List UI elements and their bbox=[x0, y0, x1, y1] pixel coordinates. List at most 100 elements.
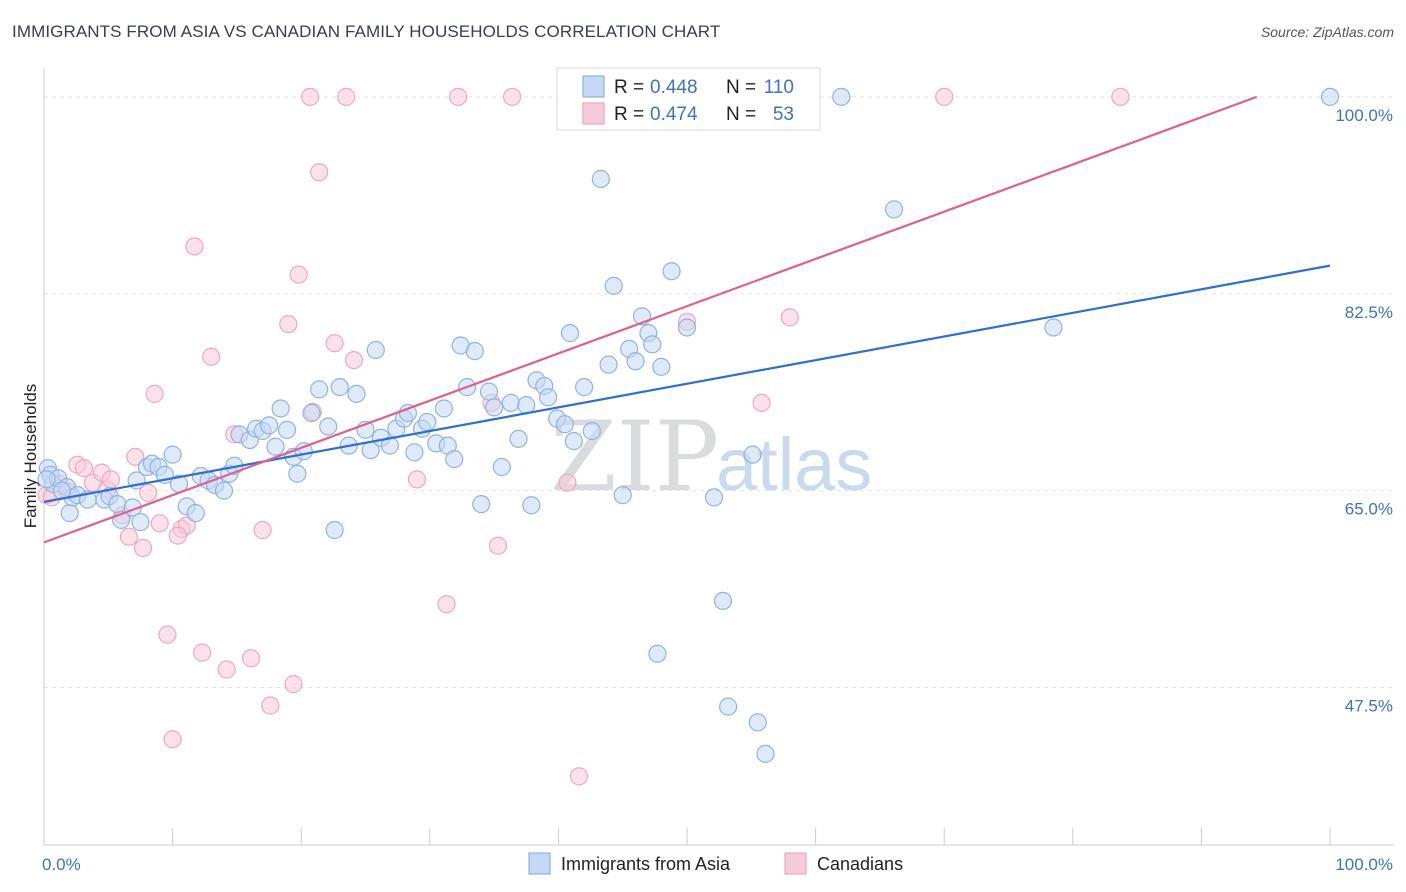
asia-point bbox=[214, 481, 234, 500]
asia-point bbox=[302, 403, 321, 423]
asia-point bbox=[719, 697, 738, 716]
asia-point bbox=[652, 357, 671, 376]
canadians-point bbox=[241, 649, 261, 668]
asia-point bbox=[319, 417, 338, 436]
canadians-point bbox=[145, 384, 164, 403]
canadians-point bbox=[101, 470, 120, 489]
asia-point bbox=[310, 380, 329, 399]
canadians-point bbox=[261, 696, 280, 715]
canadians-point bbox=[780, 308, 799, 327]
canadians-point bbox=[337, 87, 356, 106]
asia-point bbox=[591, 169, 610, 189]
asia-point bbox=[582, 421, 601, 441]
asia-point bbox=[575, 378, 594, 397]
asia-point bbox=[347, 384, 366, 403]
trend-line-canadians bbox=[43, 95, 1258, 544]
asia-point bbox=[330, 378, 349, 397]
asia-point bbox=[1044, 318, 1063, 337]
asia-point bbox=[163, 445, 182, 464]
chart-source: Source: ZipAtlas.com bbox=[1260, 24, 1394, 40]
asia-point bbox=[60, 504, 79, 523]
asia-point bbox=[434, 399, 454, 418]
legend-swatch-canadians bbox=[582, 102, 605, 125]
legend-n-value-asia: 110 bbox=[764, 77, 794, 98]
canadians-point bbox=[301, 87, 320, 106]
asia-point bbox=[564, 432, 583, 451]
asia-point bbox=[259, 416, 279, 435]
series-immigrants-from-asia bbox=[37, 87, 1340, 763]
canadians-point bbox=[217, 660, 236, 679]
asia-point bbox=[465, 342, 484, 361]
canadians-point bbox=[202, 347, 221, 366]
chart-title: IMMIGRANTS FROM ASIA VS CANADIAN FAMILY … bbox=[12, 22, 721, 41]
canadians-point bbox=[185, 237, 204, 256]
asia-point bbox=[288, 464, 307, 483]
bottom-legend: Immigrants from Asia Canadians bbox=[528, 852, 903, 875]
watermark-zip: ZIP bbox=[550, 401, 719, 513]
bottom-legend-swatch-asia bbox=[528, 852, 551, 875]
asia-point bbox=[405, 443, 424, 462]
canadians-point bbox=[488, 536, 508, 555]
asia-point bbox=[271, 399, 290, 418]
asia-point bbox=[501, 393, 520, 412]
y-tick-labels: 47.5% 65.0% 82.5% 100.0% bbox=[1335, 106, 1393, 716]
asia-point bbox=[479, 382, 499, 401]
canadians-point bbox=[569, 767, 589, 786]
canadians-point bbox=[1111, 87, 1130, 106]
asia-point bbox=[884, 200, 904, 219]
canadians-point bbox=[437, 595, 456, 614]
canadians-point bbox=[253, 520, 272, 540]
x-tick-label-0: 0.0% bbox=[42, 855, 81, 874]
correlation-legend: R = 0.448 N = 110 R = 0.474 N = 53 bbox=[556, 67, 821, 131]
bottom-legend-label-canadians: Canadians bbox=[817, 854, 903, 874]
asia-point bbox=[509, 429, 528, 448]
canadians-point bbox=[158, 625, 177, 644]
asia-point bbox=[325, 520, 344, 540]
canadians-point bbox=[558, 473, 577, 492]
asia-point bbox=[1320, 87, 1340, 106]
canadians-point bbox=[448, 87, 468, 106]
y-tick-label: 100.0% bbox=[1335, 106, 1393, 125]
y-tick-label: 82.5% bbox=[1345, 303, 1393, 322]
asia-point bbox=[131, 513, 150, 532]
canadians-point bbox=[752, 393, 771, 412]
asia-point bbox=[522, 496, 541, 515]
bottom-legend-label-asia: Immigrants from Asia bbox=[561, 854, 731, 874]
asia-point bbox=[37, 470, 56, 489]
watermark-atlas: atlas bbox=[716, 423, 872, 506]
asia-point bbox=[186, 504, 205, 523]
asia-point bbox=[492, 457, 511, 477]
asia-point bbox=[613, 486, 632, 505]
legend-n-label-asia: N = bbox=[726, 77, 756, 98]
asia-point bbox=[266, 437, 285, 456]
y-tick-label: 65.0% bbox=[1345, 500, 1393, 519]
canadians-point bbox=[935, 87, 954, 106]
asia-point bbox=[485, 398, 504, 417]
canadians-point bbox=[407, 470, 427, 489]
legend-r-label-asia: R = bbox=[614, 77, 644, 98]
asia-point bbox=[108, 495, 127, 514]
x-tick-marks bbox=[43, 828, 1331, 845]
canadians-point bbox=[119, 527, 138, 546]
legend-swatch-asia bbox=[582, 75, 605, 98]
asia-point bbox=[648, 644, 667, 663]
asia-point bbox=[398, 403, 418, 423]
asia-point bbox=[748, 713, 767, 732]
canadians-point bbox=[279, 315, 298, 334]
asia-point bbox=[643, 335, 662, 354]
canadians-point bbox=[168, 526, 187, 545]
canadians-point bbox=[150, 514, 169, 533]
canadians-point bbox=[163, 730, 182, 749]
asia-point bbox=[418, 412, 437, 432]
canadians-point bbox=[133, 538, 153, 558]
canadians-point bbox=[344, 351, 364, 370]
bottom-legend-swatch-canadians bbox=[784, 852, 807, 875]
canadians-point bbox=[503, 87, 522, 106]
x-tick-label-100: 100.0% bbox=[1335, 855, 1393, 874]
legend-n-value-canadians: 53 bbox=[773, 104, 794, 125]
y-tick-label: 47.5% bbox=[1345, 697, 1393, 716]
asia-point bbox=[366, 340, 385, 360]
asia-point bbox=[704, 488, 724, 507]
canadians-point bbox=[139, 483, 158, 502]
